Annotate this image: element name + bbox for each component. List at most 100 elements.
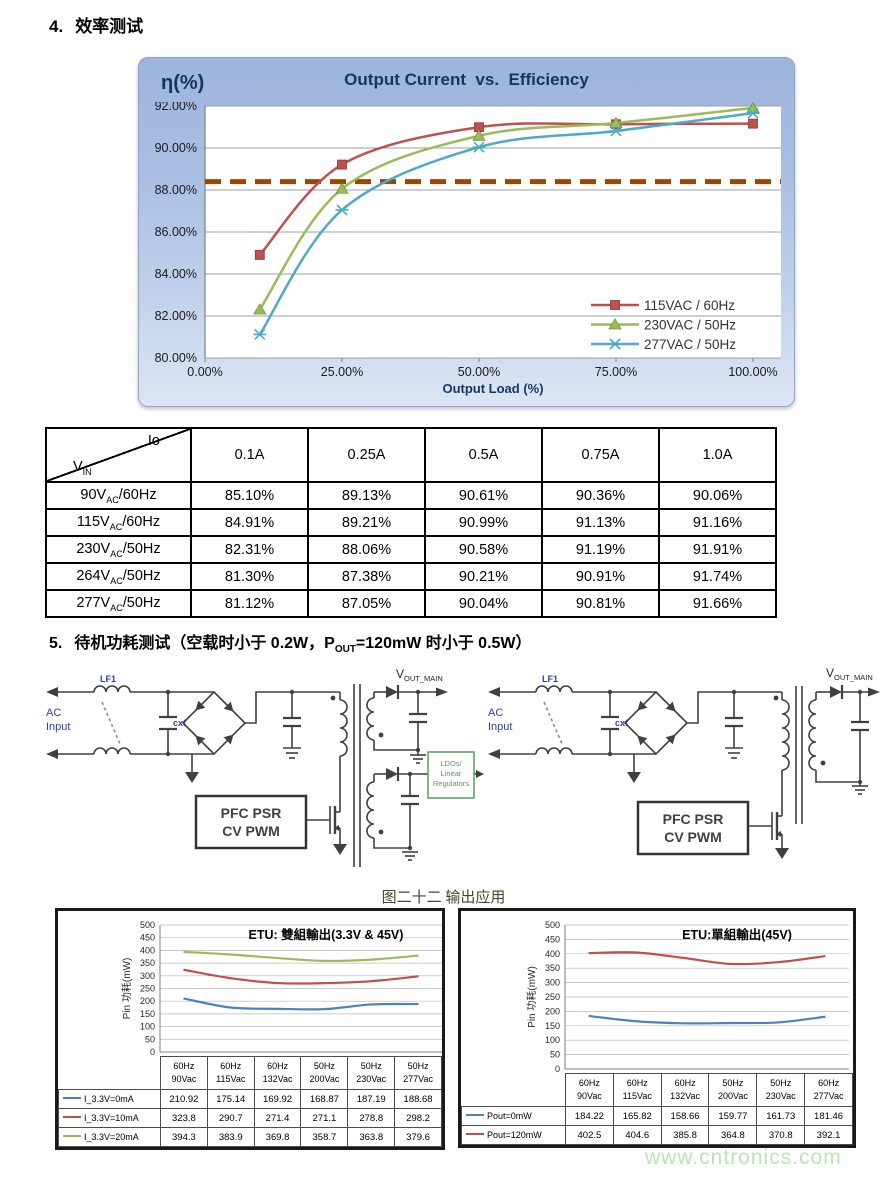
data-value: 175.14 [206,1089,255,1109]
data-value: 187.19 [347,1089,396,1109]
svg-text:50: 50 [145,1034,155,1044]
efficiency-value: 90.61% [424,481,543,510]
single-output-line-chart: 0 50 100 150 200 250 300 350 400 450 500 Pin 功耗(mW)… [526,920,849,1073]
ac-input-label: AC [488,707,503,719]
svg-text:0.00%: 0.00% [187,365,222,379]
efficiency-value: 90.06% [658,481,777,510]
svg-text:0: 0 [555,1064,560,1073]
efficiency-value: 90.91% [541,562,660,591]
svg-text:CV PWM: CV PWM [222,823,280,839]
efficiency-line-chart: 92.00% 90.00% 88.00% 86.00% 84.00% 82.00% 80.0… [155,102,781,396]
svg-text:100: 100 [545,1035,560,1045]
table-row: 115VAC/60Hz 84.91% 89.21% 90.99% 91.13% 91.16… [45,508,777,537]
svg-text:90.00%: 90.00% [155,141,197,155]
data-value: 404.6 [612,1125,662,1145]
svg-text:86.00%: 86.00% [155,225,197,239]
table-row: 264VAC/50Hz 81.30% 87.38% 90.21% 90.91% 91.74… [45,562,777,591]
efficiency-value: 89.21% [307,508,426,537]
category-header: 60Hz 115Vac [206,1056,255,1090]
data-value: 271.4 [253,1108,302,1128]
data-value: 159.77 [708,1106,758,1126]
vout-main-label: VOUT_MAIN [826,666,873,682]
legend-line-sample [466,1132,484,1135]
ldo-box-label: LDOs/ [440,759,462,768]
efficiency-value: 87.38% [307,562,426,591]
ac-input-label: AC [46,707,61,719]
table-row: 277VAC/50Hz 81.12% 87.05% 90.04% 90.81% 91.66… [45,589,777,618]
data-value: 169.92 [253,1089,302,1109]
category-header: 50Hz 277Vac [394,1056,442,1090]
data-value: 168.87 [300,1089,349,1109]
legend-key-cell: Pout=120mW [461,1125,566,1145]
table-row: Pout=120mW 402.5 404.6 385.8 364.8 370.8 392.1 [461,1125,853,1145]
svg-text:80.00%: 80.00% [155,351,197,365]
series-line [588,1014,826,1025]
column-header: 0.5A [424,427,543,483]
efficiency-value: 90.36% [541,481,660,510]
category-header: 50Hz 200Vac [708,1073,758,1107]
efficiency-value: 91.16% [658,508,777,537]
table-row: 90VAC/60Hz 85.10% 89.13% 90.61% 90.36% 90.06% [45,481,777,510]
standby-power-chart-dual: 0 50 100 150 200 250 300 350 400 450 500 Pin 功耗(mW)… [55,908,445,1150]
data-value: 358.7 [300,1127,349,1147]
table-row: I_3.3V=0mA 210.92 175.14 169.92 168.87 187.19… [58,1089,442,1109]
svg-text:ETU: 雙組輸出(3.3V & 45V): ETU: 雙組輸出(3.3V & 45V) [249,927,404,942]
efficiency-value: 90.21% [424,562,543,591]
svg-text:250: 250 [545,992,560,1002]
data-value: 278.8 [347,1108,396,1128]
column-header: 0.75A [541,427,660,483]
legend-line-sample [63,1134,81,1137]
section-5-heading: 5. 待机功耗测试（空载时小于 0.2W，POUT=120mW 时小于 0.5W） [49,629,532,655]
data-value: 370.8 [756,1125,806,1145]
data-value: 290.7 [206,1108,255,1128]
svg-text:100: 100 [140,1022,155,1032]
data-value: 158.66 [660,1106,710,1126]
svg-text:ETU:單組輸出(45V): ETU:單組輸出(45V) [682,927,792,942]
row-label: 115VAC/60Hz [45,508,192,537]
column-header: 0.25A [307,427,426,483]
svg-text:CV PWM: CV PWM [664,829,722,845]
svg-text:Pin 功耗(mW): Pin 功耗(mW) [121,958,133,1020]
series-name: Pout=120mW [487,1129,542,1140]
row-label: 277VAC/50Hz [45,589,192,618]
data-value: 210.92 [160,1089,208,1109]
legend-key-cell: I_3.3V=20mA [58,1127,161,1147]
data-value: 271.1 [300,1108,349,1128]
svg-text:400: 400 [140,945,155,955]
category-header: 60Hz 90Vac [565,1073,614,1107]
row-label: 230VAC/50Hz [45,535,192,564]
lf1-label: LF1 [542,674,558,684]
svg-text:500: 500 [545,920,560,930]
svg-text:250: 250 [140,984,155,994]
section-4-heading: 4. 效率测试 [49,12,143,37]
category-header: 50Hz 200Vac [300,1056,349,1090]
corner-io-label: Io [147,433,160,449]
svg-text:150: 150 [545,1021,560,1031]
y-axis-title: η(%) [161,72,205,94]
series-name: I_3.3V=10mA [84,1112,139,1123]
svg-text:300: 300 [140,971,155,981]
category-header: 60Hz 90Vac [160,1056,208,1090]
efficiency-table: Io VIN 0.1A 0.25A 0.5A 0.75A 1.0A 90VAC/… [45,427,777,618]
standby-circuit-single-output: AC Input LF1 cxf PFC PSR CV PWM VOUT_MAI… [488,666,880,859]
efficiency-value: 87.05% [307,589,426,618]
table-corner-cell: Io VIN [45,427,192,483]
svg-text:150: 150 [140,1009,155,1019]
svg-text:84.00%: 84.00% [155,267,197,281]
svg-text:450: 450 [140,933,155,943]
data-value: 379.6 [394,1127,442,1147]
legend-key-cell: I_3.3V=0mA [58,1089,161,1109]
table-header-row: Io VIN 0.1A 0.25A 0.5A 0.75A 1.0A [45,427,777,483]
standby-circuit-dual-output: AC Input LF1 cxf PFC PSR CV PWM VOUT_MAI… [46,667,484,867]
svg-text:Regulators: Regulators [433,779,470,788]
series-name: Pout=0mW [487,1110,532,1121]
legend-entry: 230VAC / 50Hz [644,318,736,333]
category-header: 60Hz 277Vac [804,1073,853,1107]
data-value: 394.3 [160,1127,208,1147]
svg-text:450: 450 [545,934,560,944]
series-name: I_3.3V=20mA [84,1131,139,1142]
series-name: I_3.3V=0mA [84,1093,134,1104]
svg-text:0: 0 [150,1047,155,1056]
svg-text:25.00%: 25.00% [321,365,363,379]
svg-text:Linear: Linear [441,769,462,778]
